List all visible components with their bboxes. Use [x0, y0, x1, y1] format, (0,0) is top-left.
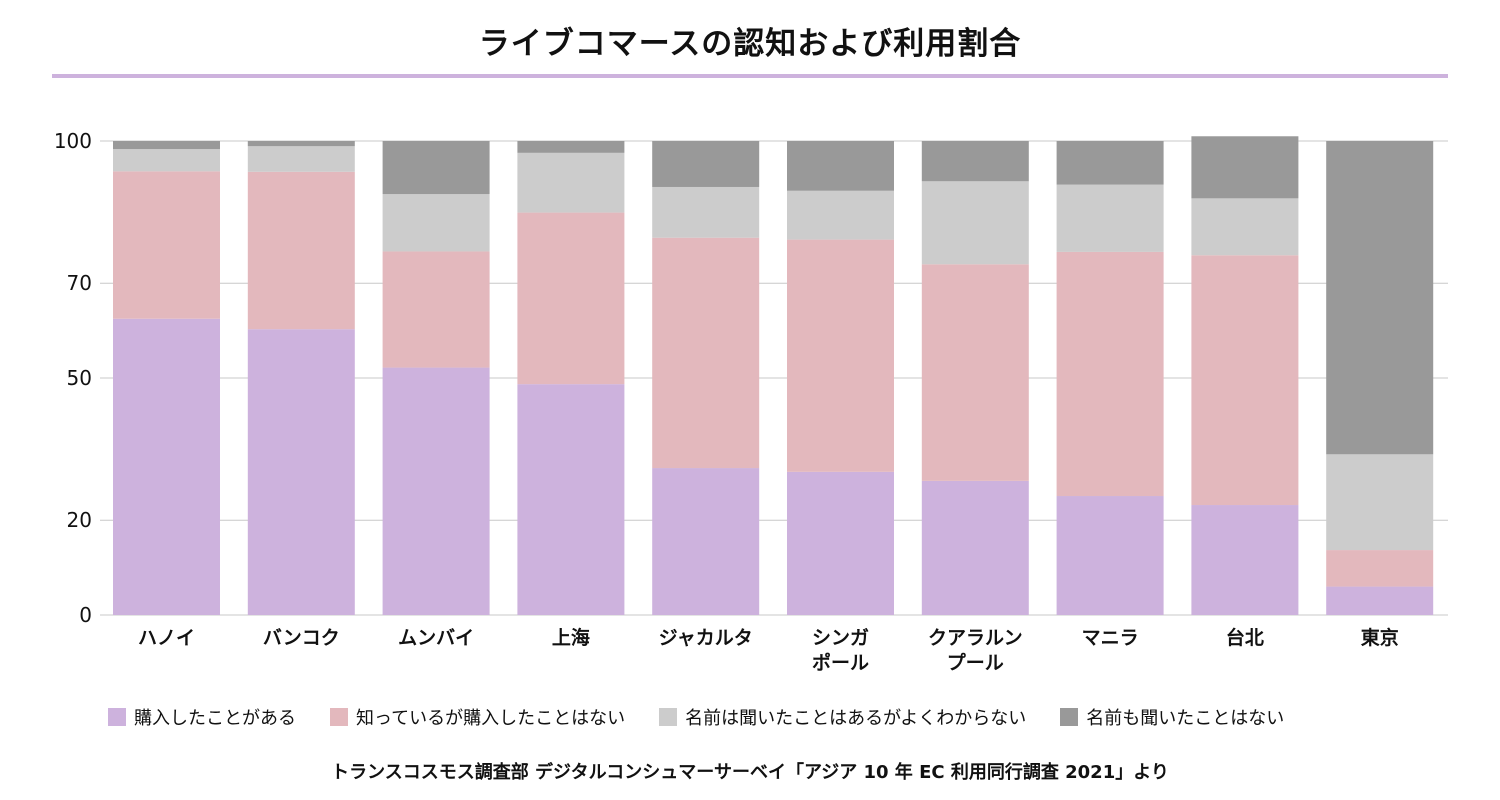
x-tick-label: クアラルン	[928, 627, 1023, 649]
bar-segment	[652, 186, 760, 238]
x-tick-label: ポール	[812, 651, 869, 674]
bar-segment	[517, 384, 625, 615]
bar-segment	[1326, 550, 1434, 587]
bar-segment	[247, 329, 355, 615]
bar-segment	[113, 318, 220, 615]
bars	[113, 136, 1434, 615]
bar-segment	[1056, 184, 1164, 252]
bar-segment	[517, 212, 625, 385]
y-tick-label: 20	[67, 508, 92, 532]
bar-segment	[1326, 141, 1434, 455]
legend-swatch	[659, 708, 678, 726]
legend-label: 名前も聞いたことはない	[1086, 708, 1285, 729]
legend-item: 知っているが購入したことはない	[330, 704, 625, 730]
legend-swatch	[108, 708, 126, 726]
y-axis-ticks: 0 20 50 70 100	[54, 129, 92, 627]
bar-segment	[382, 194, 490, 252]
bar-segment	[1191, 136, 1299, 199]
bar-segment	[247, 146, 355, 172]
x-tick-label: プール	[947, 651, 1004, 674]
bar-segment	[787, 471, 894, 615]
bar-segment	[113, 171, 220, 319]
x-tick-label: マニラ	[1082, 627, 1139, 649]
chart-title: ライブコマースの認知および利用割合	[478, 26, 1022, 62]
bar-segment	[921, 181, 1029, 265]
legend-swatch	[1060, 708, 1079, 726]
bar-segment	[1191, 198, 1299, 256]
bar-segment	[921, 480, 1029, 615]
bar-segment	[1056, 496, 1164, 615]
bar-segment	[1191, 255, 1299, 506]
bar-segment	[787, 239, 894, 472]
bar-segment	[382, 367, 490, 615]
bar-segment	[382, 141, 490, 195]
x-tick-label: 台北	[1226, 626, 1264, 649]
bar-segment	[1326, 454, 1434, 551]
bar-segment	[921, 141, 1029, 182]
bar-segment	[652, 141, 760, 187]
legend-label: 購入したことがある	[134, 708, 296, 729]
legend-label: 知っているが購入したことはない	[356, 708, 626, 729]
legend: 購入したことがある 知っているが購入したことはない 名前は聞いたことはあるがよくわか…	[108, 704, 1318, 730]
legend-item: 購入したことがある	[108, 704, 296, 730]
y-tick-label: 70	[67, 271, 92, 295]
legend-swatch	[330, 708, 348, 726]
bar-segment	[247, 171, 355, 330]
bar-segment	[113, 141, 220, 150]
bar-segment	[517, 152, 625, 213]
y-tick-label: 100	[54, 129, 92, 153]
x-tick-label: シンガ	[812, 627, 869, 649]
bar-segment	[1056, 251, 1164, 497]
bar-segment	[787, 190, 894, 240]
bar-segment	[247, 141, 355, 147]
x-tick-label: 上海	[552, 626, 590, 649]
bar-segment	[787, 141, 894, 191]
x-tick-label: 東京	[1361, 626, 1399, 649]
source-note: トランスコスモス調査部 デジタルコンシュマーサーベイ「アジア 10 年 EC 利…	[331, 762, 1169, 783]
bar-segment	[517, 141, 625, 153]
bar-segment	[113, 149, 220, 172]
bar-segment	[1326, 586, 1434, 615]
legend-item: 名前は聞いたことはあるがよくわからない	[659, 704, 1026, 730]
bar-segment	[652, 468, 760, 615]
legend-label: 名前は聞いたことはあるがよくわからない	[685, 708, 1027, 729]
x-tick-label: バンコク	[263, 627, 340, 649]
x-tick-label: ハノイ	[138, 627, 195, 649]
y-tick-label: 0	[79, 603, 92, 627]
bar-segment	[652, 237, 760, 469]
title-underline	[52, 74, 1448, 78]
x-tick-label: ムンバイ	[398, 627, 474, 649]
bar-segment	[1056, 141, 1164, 185]
x-tick-label: ジャカルタ	[659, 627, 753, 649]
bar-segment	[1191, 505, 1299, 615]
y-tick-label: 50	[67, 366, 92, 390]
legend-item: 名前も聞いたことはない	[1060, 704, 1284, 730]
bar-segment	[382, 251, 490, 368]
bar-segment	[921, 264, 1029, 481]
